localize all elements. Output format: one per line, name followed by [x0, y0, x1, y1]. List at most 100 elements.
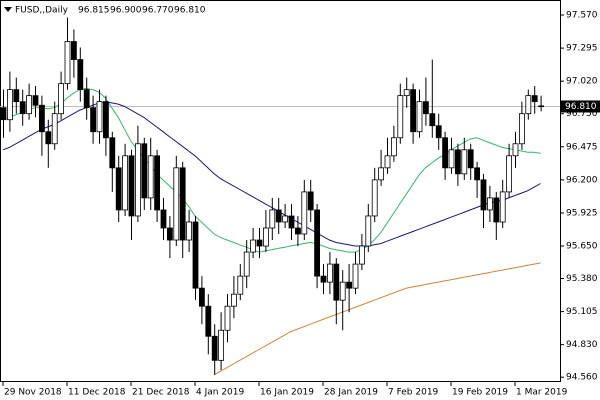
candle-body	[410, 89, 417, 133]
candle-body	[435, 125, 442, 139]
candle-body	[96, 101, 103, 133]
y-tick-label: 96.475	[566, 142, 598, 152]
candle-body	[166, 227, 173, 241]
y-tick-label: 94.560	[566, 373, 598, 383]
candle-body	[262, 227, 269, 247]
candle-body	[122, 155, 128, 211]
candle-body	[147, 155, 154, 199]
candle-body	[205, 305, 212, 337]
candle-body	[64, 41, 71, 85]
candle-body	[26, 95, 33, 115]
ohlc-close: 96.810	[174, 6, 206, 16]
candle-body	[403, 89, 410, 97]
candle-body	[77, 59, 84, 91]
x-tick-label: 11 Dec 2018	[68, 388, 126, 398]
y-tick-label: 94.830	[566, 340, 598, 350]
x-tick-label: 21 Dec 2018	[132, 388, 190, 398]
candle-body	[186, 221, 193, 241]
candle-body	[51, 113, 58, 145]
candle-body	[301, 191, 308, 235]
candle-body	[448, 149, 455, 169]
x-tick-label: 1 Mar 2019	[516, 388, 568, 398]
x-tick-label: 28 Jan 2019	[324, 388, 378, 398]
candle-body	[512, 143, 519, 157]
candle-body	[0, 107, 7, 121]
candle-body	[224, 305, 231, 331]
candle-body	[13, 89, 20, 103]
candle-body	[525, 95, 532, 115]
last-price-box	[561, 100, 600, 113]
candle-body	[294, 227, 301, 235]
candle-body	[173, 167, 180, 241]
candle-body	[519, 113, 525, 145]
candle-body	[218, 329, 225, 361]
y-tick-label: 95.650	[566, 242, 598, 252]
y-tick-label: 97.295	[566, 44, 598, 54]
candle-body	[45, 131, 52, 145]
candle-body	[103, 101, 109, 139]
x-tick-label: 16 Jan 2019	[260, 388, 314, 398]
candle-body	[83, 89, 90, 109]
candle-body	[480, 179, 487, 211]
candle-body	[141, 143, 148, 199]
candle-body	[454, 149, 461, 175]
candle-body	[506, 155, 513, 193]
candle-body	[493, 197, 500, 223]
y-tick-label: 95.380	[566, 274, 598, 284]
candle-body	[275, 209, 282, 223]
candle-body	[243, 251, 250, 277]
candle-body	[358, 245, 365, 265]
candle-body	[474, 167, 481, 181]
x-tick-label: 29 Nov 2018	[4, 388, 62, 398]
x-tick-label: 4 Jan 2019	[196, 388, 244, 398]
candle-body	[397, 95, 404, 139]
x-tick-label: 7 Feb 2019	[388, 388, 439, 398]
candle-body	[160, 209, 167, 229]
candle-body	[531, 95, 538, 103]
candle-body	[115, 167, 122, 211]
y-tick-label: 97.020	[566, 77, 598, 87]
candle-body	[422, 101, 429, 115]
candle-body	[230, 293, 237, 307]
candle-body	[307, 191, 314, 211]
candle-body	[378, 167, 385, 181]
menu-triangle	[4, 7, 12, 12]
candle-body	[442, 137, 449, 169]
candle-body	[429, 113, 436, 127]
candle-body	[256, 239, 263, 247]
candle-body	[384, 155, 391, 169]
y-tick-label: 95.105	[566, 307, 598, 317]
candle-body	[333, 263, 340, 301]
candle-body	[7, 89, 13, 121]
candle-body	[211, 335, 218, 361]
candle-body	[237, 275, 244, 295]
candle-body	[154, 155, 161, 211]
candle-body	[346, 281, 353, 289]
candle-body	[499, 191, 506, 223]
y-tick-label: 96.200	[566, 175, 598, 185]
y-tick-label: 97.570	[566, 11, 598, 21]
candle-body	[269, 209, 276, 229]
candle-body	[128, 155, 135, 217]
ohlc-low: 96.770	[142, 6, 174, 16]
candle-body	[32, 95, 39, 106]
y-tick-label: 95.925	[566, 208, 598, 218]
candle-body	[371, 179, 378, 217]
candle-body	[288, 215, 295, 229]
candle-body	[461, 149, 468, 175]
candle-body	[467, 149, 474, 169]
candle-body	[90, 107, 96, 133]
candle-body	[71, 41, 77, 60]
plot-frame	[0, 0, 561, 382]
ohlc-open: 96.815	[78, 6, 110, 16]
candle-body	[250, 239, 257, 253]
candle-body	[416, 101, 423, 133]
candle-body	[352, 263, 359, 289]
candle-body	[109, 137, 116, 169]
candle-body	[58, 83, 64, 115]
candle-body	[365, 215, 372, 247]
candle-body	[134, 143, 141, 217]
candle-body	[192, 221, 199, 289]
candle-body	[320, 275, 327, 283]
